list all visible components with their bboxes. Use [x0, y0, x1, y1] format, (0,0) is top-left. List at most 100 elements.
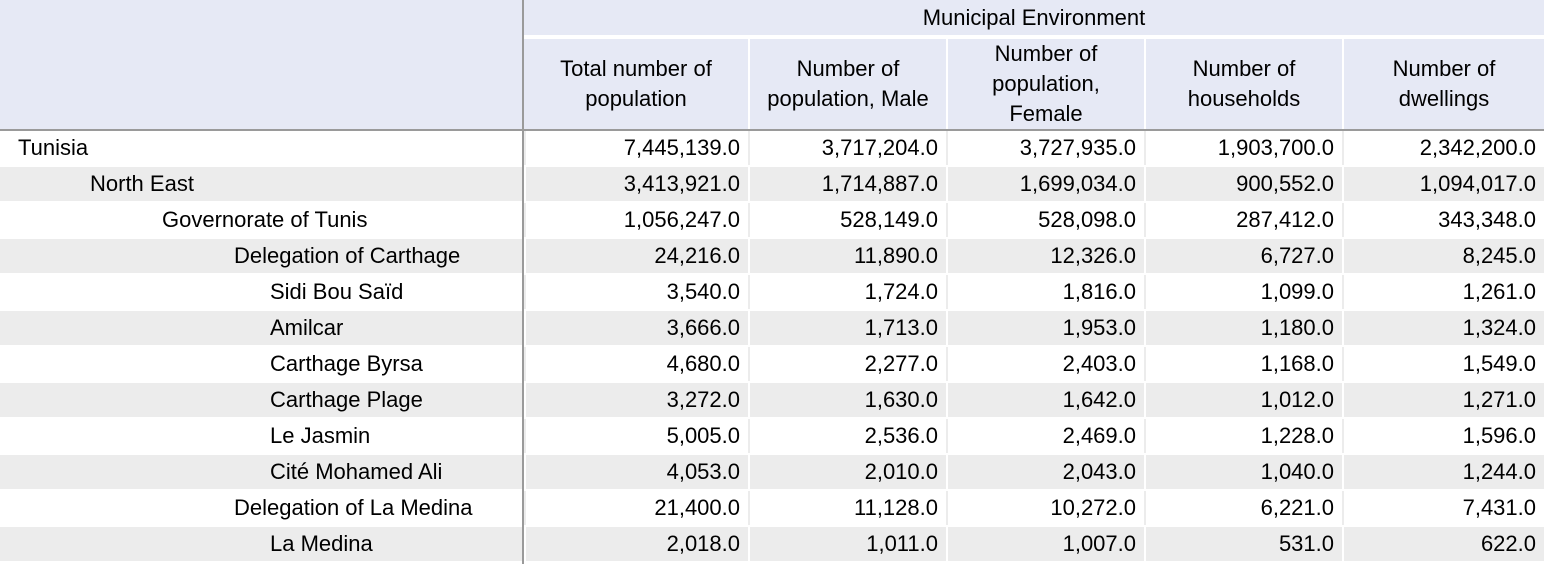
table-cell[interactable]: 1,261.0 — [1342, 275, 1544, 309]
table-cell[interactable]: 11,128.0 — [748, 491, 946, 525]
row-label-text: Carthage Plage — [270, 387, 423, 412]
table-cell[interactable]: 2,469.0 — [946, 419, 1144, 453]
table-cell[interactable]: 12,326.0 — [946, 239, 1144, 273]
row-label[interactable]: Cité Mohamed Ali — [0, 455, 522, 489]
table-row: Cité Mohamed Ali 4,053.0 2,010.0 2,043.0 1,0… — [0, 455, 1544, 489]
table-cell[interactable]: 287,412.0 — [1144, 203, 1342, 237]
column-group-header[interactable]: Municipal Environment — [524, 0, 1544, 37]
table-cell[interactable]: 1,011.0 — [748, 527, 946, 561]
column-header[interactable]: Number of population, Male — [748, 39, 946, 129]
table-row: Sidi Bou Saïd 3,540.0 1,724.0 1,816.0 1,099.… — [0, 275, 1544, 309]
row-label-text: North East — [90, 171, 194, 196]
table-cell[interactable]: 2,010.0 — [748, 455, 946, 489]
stub-divider — [522, 0, 524, 564]
table-cell[interactable]: 3,666.0 — [524, 311, 748, 345]
table-cell[interactable]: 1,099.0 — [1144, 275, 1342, 309]
column-header[interactable]: Number of dwellings — [1342, 39, 1544, 129]
table-cell[interactable]: 1,244.0 — [1342, 455, 1544, 489]
table-cell[interactable]: 900,552.0 — [1144, 167, 1342, 201]
table-cell[interactable]: 1,007.0 — [946, 527, 1144, 561]
table-cell[interactable]: 528,098.0 — [946, 203, 1144, 237]
table-cell[interactable]: 6,221.0 — [1144, 491, 1342, 525]
row-label[interactable]: Tunisia — [0, 131, 522, 165]
row-label-text: Amilcar — [270, 315, 344, 340]
table-cell[interactable]: 1,714,887.0 — [748, 167, 946, 201]
row-label[interactable]: Carthage Plage — [0, 383, 522, 417]
table-cell[interactable]: 343,348.0 — [1342, 203, 1544, 237]
table-cell[interactable]: 1,953.0 — [946, 311, 1144, 345]
table-cell[interactable]: 7,431.0 — [1342, 491, 1544, 525]
table-cell[interactable]: 11,890.0 — [748, 239, 946, 273]
table-cell[interactable]: 3,413,921.0 — [524, 167, 748, 201]
table-cell[interactable]: 24,216.0 — [524, 239, 748, 273]
table-cell[interactable]: 1,630.0 — [748, 383, 946, 417]
table-cell[interactable]: 5,005.0 — [524, 419, 748, 453]
row-label[interactable]: Le Jasmin — [0, 419, 522, 453]
table-cell[interactable]: 6,727.0 — [1144, 239, 1342, 273]
table-cell[interactable]: 4,053.0 — [524, 455, 748, 489]
table-row: Tunisia 7,445,139.0 3,717,204.0 3,727,935.0… — [0, 131, 1544, 165]
table-cell[interactable]: 1,549.0 — [1342, 347, 1544, 381]
table-cell[interactable]: 1,228.0 — [1144, 419, 1342, 453]
column-header[interactable]: Number of population, Female — [946, 39, 1144, 129]
table-cell[interactable]: 1,271.0 — [1342, 383, 1544, 417]
table-cell[interactable]: 2,018.0 — [524, 527, 748, 561]
table-cell[interactable]: 1,056,247.0 — [524, 203, 748, 237]
table-cell[interactable]: 1,180.0 — [1144, 311, 1342, 345]
column-header[interactable]: Number of households — [1144, 39, 1342, 129]
row-label[interactable]: La Medina — [0, 527, 522, 561]
column-header[interactable]: Total number of population — [524, 39, 748, 129]
table-cell[interactable]: 1,324.0 — [1342, 311, 1544, 345]
table-row: Carthage Plage 3,272.0 1,630.0 1,642.0 1,012… — [0, 383, 1544, 417]
table-cell[interactable]: 8,245.0 — [1342, 239, 1544, 273]
column-header-line: Number of — [1192, 56, 1296, 81]
column-header-line: Total number of — [560, 56, 712, 81]
table-cell[interactable]: 1,724.0 — [748, 275, 946, 309]
row-label[interactable]: Carthage Byrsa — [0, 347, 522, 381]
table-cell[interactable]: 2,403.0 — [946, 347, 1144, 381]
table-cell[interactable]: 1,713.0 — [748, 311, 946, 345]
table-cell[interactable]: 1,816.0 — [946, 275, 1144, 309]
table-cell[interactable]: 10,272.0 — [946, 491, 1144, 525]
column-header-line: Number of — [1392, 56, 1496, 81]
table-cell[interactable]: 3,540.0 — [524, 275, 748, 309]
table-cell[interactable]: 1,012.0 — [1144, 383, 1342, 417]
row-label[interactable]: Sidi Bou Saïd — [0, 275, 522, 309]
table-cell[interactable]: 1,642.0 — [946, 383, 1144, 417]
table-cell[interactable]: 1,699,034.0 — [946, 167, 1144, 201]
table-cell[interactable]: 2,277.0 — [748, 347, 946, 381]
table-cell[interactable]: 21,400.0 — [524, 491, 748, 525]
table-row: North East 3,413,921.0 1,714,887.0 1,699,03… — [0, 167, 1544, 201]
table-cell[interactable]: 3,717,204.0 — [748, 131, 946, 165]
table-row: Carthage Byrsa 4,680.0 2,277.0 2,403.0 1,168… — [0, 347, 1544, 381]
row-label-text: Le Jasmin — [270, 423, 371, 448]
table-cell[interactable]: 531.0 — [1144, 527, 1342, 561]
row-label[interactable]: Delegation of Carthage — [0, 239, 522, 273]
table-cell[interactable]: 1,168.0 — [1144, 347, 1342, 381]
table-cell[interactable]: 3,727,935.0 — [946, 131, 1144, 165]
row-label[interactable]: Delegation of La Medina — [0, 491, 522, 525]
table-cell[interactable]: 1,094,017.0 — [1342, 167, 1544, 201]
header-divider — [0, 129, 1544, 131]
row-label[interactable]: Amilcar — [0, 311, 522, 345]
table-cell[interactable]: 2,043.0 — [946, 455, 1144, 489]
table-cell[interactable]: 528,149.0 — [748, 203, 946, 237]
table-row: Delegation of Carthage 24,216.0 11,890.0 12… — [0, 239, 1544, 273]
table-cell[interactable]: 2,536.0 — [748, 419, 946, 453]
table-cell[interactable]: 1,903,700.0 — [1144, 131, 1342, 165]
row-label-text: Carthage Byrsa — [270, 351, 423, 376]
table-cell[interactable]: 4,680.0 — [524, 347, 748, 381]
table-cell[interactable]: 2,342,200.0 — [1342, 131, 1544, 165]
row-label[interactable]: North East — [0, 167, 522, 201]
column-header-line: Female — [1009, 101, 1083, 126]
row-label[interactable]: Governorate of Tunis — [0, 203, 522, 237]
column-header-line: population — [585, 86, 687, 111]
table-cell[interactable]: 7,445,139.0 — [524, 131, 748, 165]
row-label-text: Cité Mohamed Ali — [270, 459, 443, 484]
table-cell[interactable]: 1,040.0 — [1144, 455, 1342, 489]
column-header-line: Number of — [796, 56, 900, 81]
table-cell[interactable]: 1,596.0 — [1342, 419, 1544, 453]
table-cell[interactable]: 3,272.0 — [524, 383, 748, 417]
table-cell[interactable]: 622.0 — [1342, 527, 1544, 561]
